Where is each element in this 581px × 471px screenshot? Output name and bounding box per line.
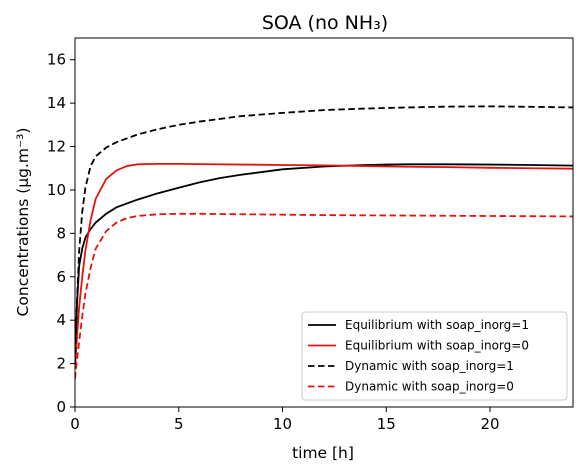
y-tick-label: 8 [56, 224, 66, 242]
y-tick-label: 2 [56, 355, 66, 373]
axes: 0 5 10 15 20 0 2 4 6 8 10 12 14 16 [47, 37, 574, 433]
series-line-4 [75, 212, 573, 379]
x-tick-label: 20 [480, 415, 499, 433]
x-tick-label: 10 [273, 415, 292, 433]
y-tick-label: 4 [56, 311, 66, 329]
chart-title: SOA (no NH₃) [262, 12, 388, 34]
y-tick-label: 12 [47, 138, 66, 156]
plot-frame [74, 37, 574, 408]
legend-label-3: Dynamic with soap_inorg=1 [345, 359, 514, 373]
y-tick-label: 0 [56, 398, 66, 416]
y-axis-label: Concentrations (μg.m⁻³) [14, 128, 32, 317]
legend-label-4: Dynamic with soap_inorg=0 [345, 380, 514, 394]
y-tick-label: 10 [47, 181, 66, 199]
series-line-2 [75, 162, 573, 368]
y-tick-label: 14 [47, 94, 66, 112]
series-line-3 [75, 105, 573, 364]
plot-area [75, 105, 573, 379]
legend-box [301, 311, 568, 401]
series-line-1 [75, 163, 573, 360]
x-tick-label: 0 [70, 415, 80, 433]
legend-label-2: Equilibrium with soap_inorg=0 [345, 339, 529, 353]
legend-label-1: Equilibrium with soap_inorg=1 [345, 318, 529, 332]
y-tick-label: 16 [47, 51, 66, 69]
legend: Equilibrium with soap_inorg=1 Equilibrium… [301, 311, 568, 401]
x-tick-label: 5 [174, 415, 184, 433]
x-axis-label: time [h] [292, 444, 354, 462]
x-tick-label: 15 [377, 415, 396, 433]
y-tick-label: 6 [56, 268, 66, 286]
